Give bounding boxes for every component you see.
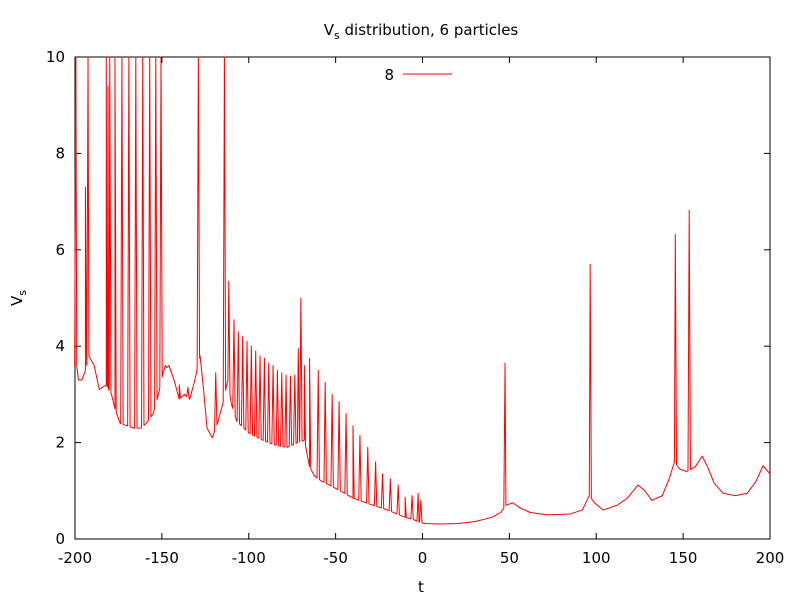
- chart-title: Vs distribution, 6 particles: [324, 21, 519, 42]
- series-line: [74, 56, 771, 525]
- x-tick-label: 100: [582, 549, 611, 567]
- y-tick-label: 6: [55, 241, 65, 259]
- x-tick-label: -100: [232, 549, 266, 567]
- legend-label: 8: [384, 66, 394, 84]
- x-tick-label: 200: [756, 549, 785, 567]
- series-layer: [74, 56, 771, 525]
- y-tick-label: 8: [55, 144, 65, 162]
- x-tick-label: -200: [58, 549, 92, 567]
- x-axis-label: t: [418, 578, 424, 596]
- y-tick-label: 4: [55, 337, 65, 355]
- x-tick-label: -150: [145, 549, 179, 567]
- x-tick-label: 150: [669, 549, 698, 567]
- y-tick-label: 0: [55, 530, 65, 548]
- x-tick-label: 0: [418, 549, 428, 567]
- x-axis: -200 -150 -100 -50 0 50 100 150 200: [58, 57, 784, 567]
- y-axis-label: Vs: [8, 290, 29, 306]
- y-tick-label: 10: [46, 48, 65, 66]
- x-tick-label: 50: [500, 549, 519, 567]
- y-tick-label: 2: [55, 434, 65, 452]
- plot-frame: [74, 56, 771, 540]
- legend: 8: [384, 66, 452, 84]
- x-tick-label: -50: [323, 549, 348, 567]
